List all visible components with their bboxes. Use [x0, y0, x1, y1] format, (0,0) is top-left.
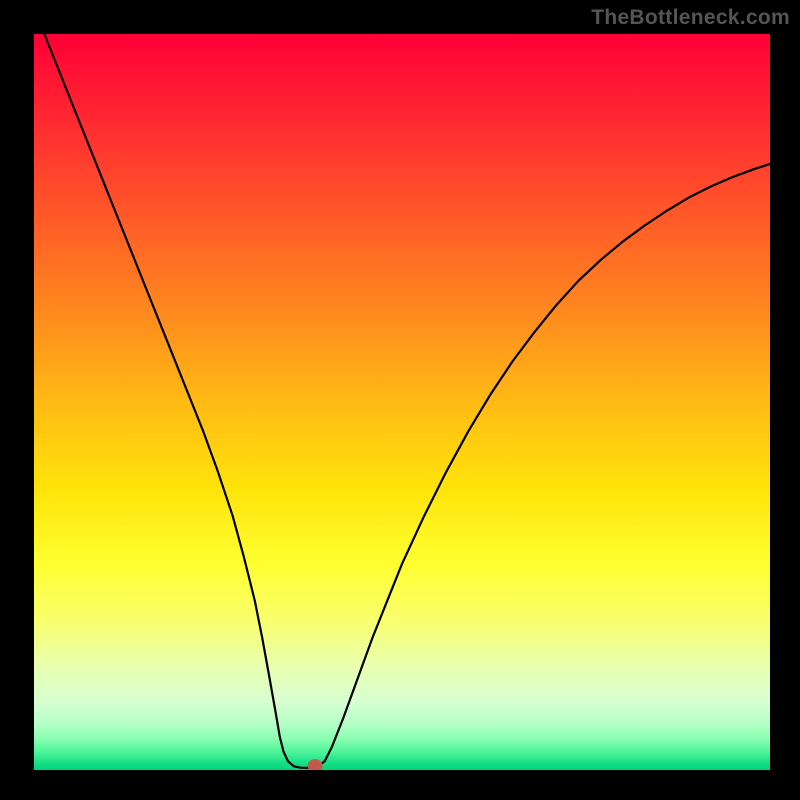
plot-gradient-bg [34, 34, 770, 770]
chart-svg [0, 0, 800, 800]
chart-wrap: TheBottleneck.com [0, 0, 800, 800]
watermark-text: TheBottleneck.com [591, 6, 790, 30]
